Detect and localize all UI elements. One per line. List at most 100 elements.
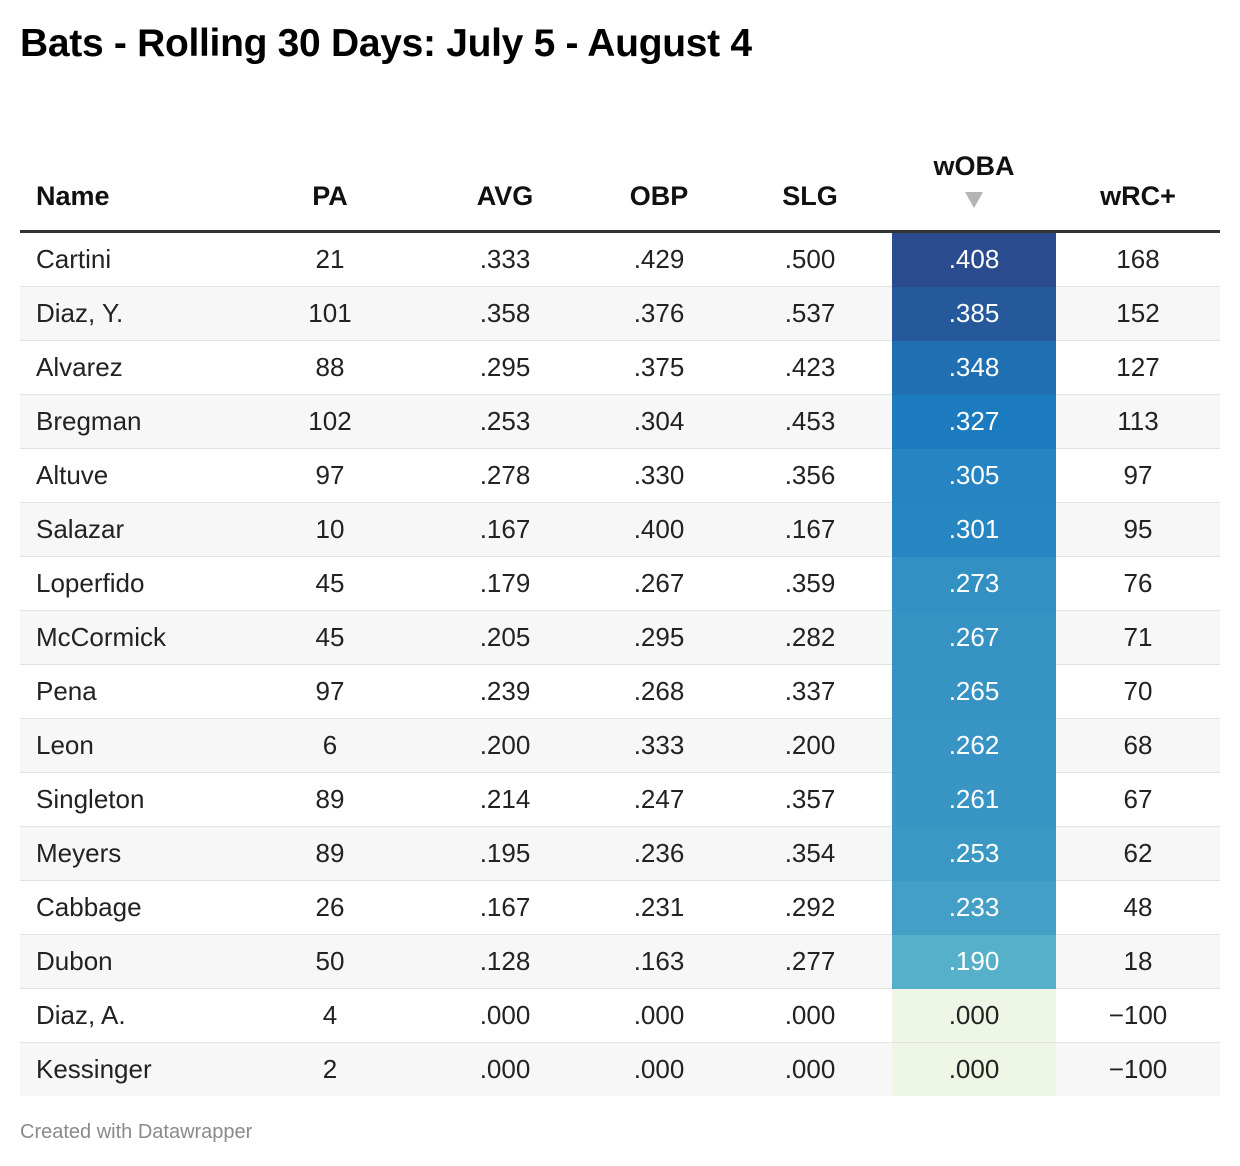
- cell-pa: 50: [240, 934, 420, 989]
- cell-woba: .273: [892, 556, 1056, 611]
- cell-slg: .000: [728, 1042, 892, 1096]
- cell-woba: .000: [892, 1042, 1056, 1096]
- cell-obp: .376: [590, 286, 728, 341]
- cell-pa: 45: [240, 610, 420, 665]
- cell-obp: .236: [590, 826, 728, 881]
- column-header-slg[interactable]: SLG: [728, 110, 892, 233]
- cell-woba: .262: [892, 718, 1056, 773]
- cell-name: Dubon: [20, 934, 240, 989]
- cell-slg: .277: [728, 934, 892, 989]
- cell-obp: .247: [590, 772, 728, 827]
- table-row: Altuve 97.278.330.356.305 97: [20, 448, 1220, 503]
- cell-name: Altuve: [20, 448, 240, 503]
- cell-wrc-plus: 97: [1056, 448, 1220, 503]
- cell-pa: 89: [240, 772, 420, 827]
- cell-slg: .423: [728, 340, 892, 395]
- cell-obp: .375: [590, 340, 728, 395]
- cell-name: Salazar: [20, 502, 240, 557]
- table-row: Cartini 21.333.429.500.408 168: [20, 231, 1220, 287]
- cell-pa: 21: [240, 231, 420, 287]
- column-header-woba-label: wOBA: [933, 151, 1015, 181]
- cell-pa: 6: [240, 718, 420, 773]
- table-row: Alvarez 88.295.375.423.348 127: [20, 340, 1220, 395]
- cell-name: Pena: [20, 664, 240, 719]
- cell-slg: .356: [728, 448, 892, 503]
- cell-avg: .167: [420, 502, 590, 557]
- cell-wrc-plus: 71: [1056, 610, 1220, 665]
- cell-name: Bregman: [20, 394, 240, 449]
- cell-name: Kessinger: [20, 1042, 240, 1096]
- table-row: Leon 6.200.333.200.262 68: [20, 718, 1220, 773]
- cell-obp: .333: [590, 718, 728, 773]
- table-row: Salazar 10.167.400.167.301 95: [20, 502, 1220, 557]
- table-row: Diaz, A. 4.000.000.000.000 −100: [20, 988, 1220, 1043]
- cell-woba: .408: [892, 231, 1056, 287]
- cell-name: Cabbage: [20, 880, 240, 935]
- cell-pa: 4: [240, 988, 420, 1043]
- table-row: Loperfido 45.179.267.359.273 76: [20, 556, 1220, 611]
- cell-name: Diaz, A.: [20, 988, 240, 1043]
- column-header-obp[interactable]: OBP: [590, 110, 728, 233]
- cell-name: Singleton: [20, 772, 240, 827]
- cell-avg: .000: [420, 1042, 590, 1096]
- cell-wrc-plus: 95: [1056, 502, 1220, 557]
- cell-avg: .253: [420, 394, 590, 449]
- cell-woba: .267: [892, 610, 1056, 665]
- cell-slg: .354: [728, 826, 892, 881]
- cell-obp: .304: [590, 394, 728, 449]
- cell-obp: .267: [590, 556, 728, 611]
- cell-wrc-plus: −100: [1056, 988, 1220, 1043]
- cell-name: Alvarez: [20, 340, 240, 395]
- cell-wrc-plus: 76: [1056, 556, 1220, 611]
- stats-table: Name PA AVG OBP SLG wOBA wRC+ Cartini 21.…: [20, 110, 1220, 1096]
- table-row: McCormick 45.205.295.282.267 71: [20, 610, 1220, 665]
- column-header-name[interactable]: Name: [20, 110, 240, 233]
- cell-obp: .330: [590, 448, 728, 503]
- cell-pa: 89: [240, 826, 420, 881]
- table-body: Cartini 21.333.429.500.408 168 Diaz, Y. 101.…: [20, 231, 1220, 1096]
- footer-credit: Created with Datawrapper: [20, 1121, 253, 1143]
- cell-avg: .195: [420, 826, 590, 881]
- cell-name: Meyers: [20, 826, 240, 881]
- table-row: Pena 97.239.268.337.265 70: [20, 664, 1220, 719]
- cell-pa: 88: [240, 340, 420, 395]
- cell-avg: .333: [420, 231, 590, 287]
- cell-obp: .000: [590, 988, 728, 1043]
- cell-obp: .268: [590, 664, 728, 719]
- cell-wrc-plus: 70: [1056, 664, 1220, 719]
- cell-slg: .000: [728, 988, 892, 1043]
- column-header-avg[interactable]: AVG: [420, 110, 590, 233]
- column-header-woba[interactable]: wOBA: [892, 110, 1056, 233]
- cell-slg: .537: [728, 286, 892, 341]
- cell-slg: .359: [728, 556, 892, 611]
- cell-obp: .429: [590, 231, 728, 287]
- cell-wrc-plus: −100: [1056, 1042, 1220, 1096]
- cell-slg: .200: [728, 718, 892, 773]
- cell-obp: .000: [590, 1042, 728, 1096]
- column-header-pa[interactable]: PA: [240, 110, 420, 233]
- cell-avg: .278: [420, 448, 590, 503]
- cell-pa: 102: [240, 394, 420, 449]
- cell-wrc-plus: 48: [1056, 880, 1220, 935]
- cell-avg: .200: [420, 718, 590, 773]
- table-row: Dubon 50.128.163.277.190 18: [20, 934, 1220, 989]
- cell-name: Leon: [20, 718, 240, 773]
- cell-pa: 26: [240, 880, 420, 935]
- cell-pa: 97: [240, 664, 420, 719]
- cell-woba: .327: [892, 394, 1056, 449]
- cell-obp: .295: [590, 610, 728, 665]
- cell-slg: .500: [728, 231, 892, 287]
- column-header-wrc-plus[interactable]: wRC+: [1056, 110, 1220, 233]
- sort-descending-icon: [965, 192, 983, 208]
- cell-wrc-plus: 18: [1056, 934, 1220, 989]
- cell-wrc-plus: 152: [1056, 286, 1220, 341]
- cell-slg: .453: [728, 394, 892, 449]
- cell-wrc-plus: 62: [1056, 826, 1220, 881]
- cell-pa: 101: [240, 286, 420, 341]
- cell-woba: .348: [892, 340, 1056, 395]
- cell-wrc-plus: 68: [1056, 718, 1220, 773]
- cell-avg: .179: [420, 556, 590, 611]
- table-row: Meyers 89.195.236.354.253 62: [20, 826, 1220, 881]
- cell-avg: .167: [420, 880, 590, 935]
- cell-avg: .239: [420, 664, 590, 719]
